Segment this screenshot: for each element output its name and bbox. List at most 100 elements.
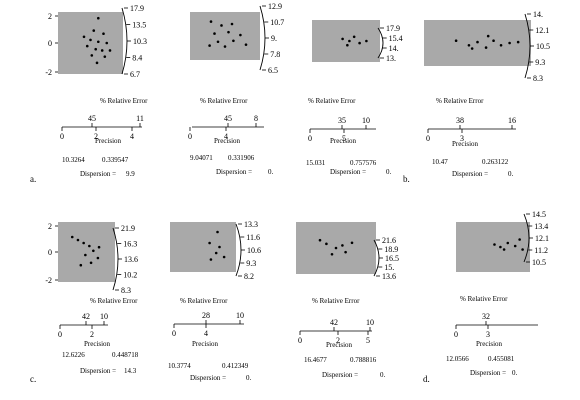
arc-tick-label: 12.1 <box>535 234 549 243</box>
relative-error-label: % Relative Error <box>460 295 508 303</box>
data-point <box>222 255 226 259</box>
relative-error-label: % Relative Error <box>436 97 484 105</box>
dispersion-label: Dispersion = <box>470 369 506 377</box>
arc-tick-label: 15. <box>384 263 394 272</box>
y-tick-label: 2 <box>48 222 52 231</box>
data-point <box>518 238 521 241</box>
scale-top-label: 28 <box>202 311 210 320</box>
dispersion-label: Dispersion = <box>190 374 226 382</box>
data-point <box>94 47 97 51</box>
data-point <box>96 256 100 260</box>
plot-area <box>312 20 380 62</box>
y-tick-label: -2 <box>45 68 52 77</box>
arc-tick-label: 17.9 <box>130 4 144 13</box>
arc-tick-label: 17.9 <box>386 24 400 33</box>
arc-tick-label: 18.9 <box>384 245 398 254</box>
data-point <box>325 242 328 246</box>
data-point <box>348 39 351 43</box>
precision-error-value: 0.412349 <box>222 362 249 370</box>
precision-label: Precision <box>84 340 111 348</box>
panel-1: 2 0 -2 17.9 13.5 10.3 8.4 6.7 % Relative Error 0 2… <box>30 4 148 184</box>
scale-top-label: 45 <box>88 114 96 123</box>
scale-bottom-label: 3 <box>486 330 490 339</box>
arc-tick-label: 16.5 <box>385 254 399 263</box>
precision-value: 12.0566 <box>446 355 469 363</box>
scale-bottom-label: 0 <box>426 134 430 143</box>
data-point <box>220 24 223 27</box>
data-point <box>92 249 95 253</box>
scale-bottom-label: 4 <box>204 329 208 338</box>
dispersion-label: Dispersion = <box>330 168 366 176</box>
scale-bottom-label: 0 <box>58 330 62 339</box>
dispersion-value: 0. <box>246 374 252 382</box>
panel-letter: d. <box>423 374 430 384</box>
precision-value: 15.031 <box>306 159 326 167</box>
scale-bottom-label: 0 <box>60 132 64 141</box>
scale-bottom-label: 4 <box>130 132 134 141</box>
scale-bottom-label: 0 <box>298 336 302 345</box>
scale-bottom-label: 5 <box>342 134 346 143</box>
arc-tick-label: 14.5 <box>532 210 546 219</box>
precision-label: Precision <box>326 341 353 349</box>
scale-top-label: 10 <box>236 311 244 320</box>
data-point <box>105 41 109 45</box>
scale-top-label: 8 <box>254 114 258 123</box>
panel-5: 2 0 -2 21.9 16.3 13.6 10.2 8.3 % Relative Error 0… <box>30 222 139 384</box>
relative-error-label: % Relative Error <box>200 97 248 105</box>
scale-bottom-label: 0 <box>454 330 458 339</box>
dispersion-value: 0. <box>508 170 514 178</box>
data-point <box>513 244 517 248</box>
arc-tick-label: 10.6 <box>247 246 261 255</box>
arc-tick-label: 13.3 <box>244 220 258 229</box>
data-point <box>508 41 511 45</box>
precision-error-value: 0.455081 <box>488 355 515 363</box>
data-point <box>85 44 89 48</box>
data-point <box>90 54 94 57</box>
data-point <box>103 55 107 58</box>
arc-tick-label: 15.4 <box>389 34 403 43</box>
panel-3: 17.915.414.13. % Relative Error 0 5 35 10 Prec… <box>306 20 403 176</box>
scale-bottom-label: 0 <box>172 329 176 338</box>
data-point <box>82 241 85 245</box>
arc-tick-label: 10.7 <box>270 18 284 27</box>
scale-top-label: 38 <box>456 116 464 125</box>
precision-value: 12.6226 <box>62 351 85 359</box>
panel-4: 14. 12.1 10.5 9.3 8.3 % Relative Error 0 3 38 16 P… <box>403 10 550 184</box>
arc-tick-label: 13. <box>386 54 396 63</box>
arc-tick-label: 13.5 <box>132 21 146 30</box>
y-tick-label: -2 <box>45 276 52 285</box>
data-point <box>108 49 112 52</box>
precision-value: 10.3774 <box>168 362 191 370</box>
data-point <box>470 47 474 50</box>
arc-tick-label: 13.6 <box>124 255 138 264</box>
data-point <box>88 244 91 248</box>
arc-scale <box>259 5 266 71</box>
data-point <box>318 238 322 242</box>
data-point <box>70 235 74 239</box>
arc-tick-label: 8.3 <box>121 286 131 295</box>
data-point <box>216 230 219 234</box>
arc-tick-label: 12.1 <box>535 26 549 35</box>
arc-tick-label: 10.5 <box>536 42 550 51</box>
panel-letter: a. <box>30 174 36 184</box>
data-point <box>89 261 93 265</box>
data-point <box>223 45 227 48</box>
arc-tick-label: 13.6 <box>382 272 396 281</box>
plot-area <box>456 222 530 272</box>
data-point <box>358 41 361 45</box>
precision-error-value: 0.788816 <box>350 356 377 364</box>
data-point <box>216 40 220 44</box>
y-tick-label: 2 <box>48 12 52 21</box>
precision-label: Precision <box>95 137 122 145</box>
scale-bottom-label: 5 <box>366 336 370 345</box>
data-point <box>499 44 503 47</box>
arc-tick-label: 14. <box>533 10 543 19</box>
scale-bottom-label: 2 <box>94 132 98 141</box>
arc-tick-label: 6.7 <box>130 70 140 79</box>
dispersion-label: Dispersion = <box>80 170 116 178</box>
arc-tick-label: 10.5 <box>532 258 546 267</box>
data-point <box>492 39 495 42</box>
data-point <box>208 44 211 47</box>
relative-error-label: % Relative Error <box>312 297 360 305</box>
precision-value: 10.3264 <box>62 156 85 164</box>
